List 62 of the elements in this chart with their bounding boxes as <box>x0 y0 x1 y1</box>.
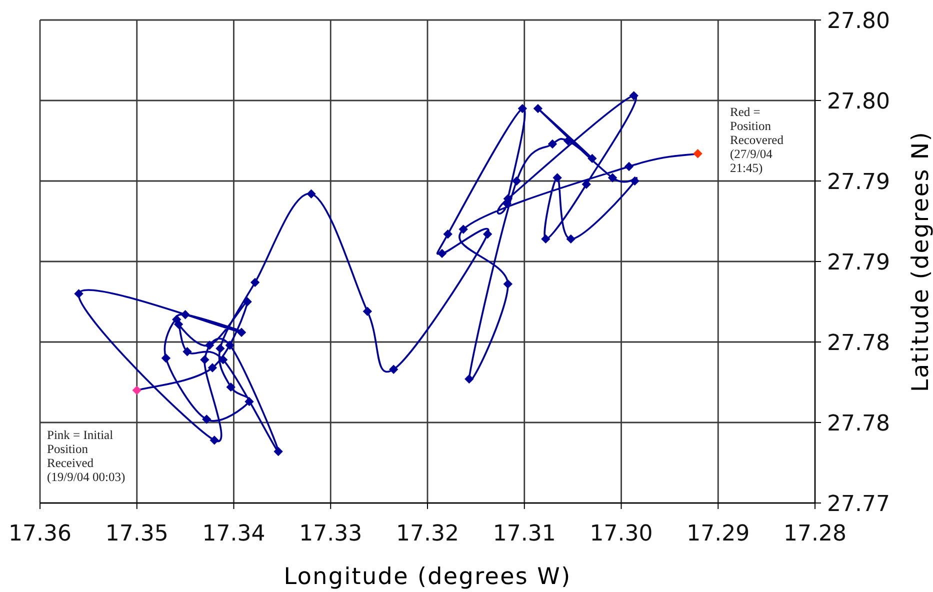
point <box>608 173 618 182</box>
point <box>216 344 225 354</box>
point <box>226 382 236 392</box>
annotation: Pink = Initial Position Received (19/9/04 00:03) <box>47 428 126 484</box>
x-axis-title: Longitude (degrees W) <box>284 564 572 590</box>
y-tick-label: 27.79 <box>827 250 890 276</box>
point <box>629 91 638 100</box>
point <box>588 154 597 164</box>
point <box>464 374 474 384</box>
x-tick-label: 17.31 <box>492 522 556 547</box>
point <box>482 230 492 239</box>
point <box>182 347 192 356</box>
y-tick-label: 27.79 <box>827 170 890 195</box>
point <box>512 176 522 186</box>
x-tick-label: 17.35 <box>105 522 168 547</box>
x-tick-label: 17.30 <box>590 522 653 547</box>
point <box>566 234 576 244</box>
point <box>388 364 398 374</box>
point <box>204 340 214 350</box>
y-tick-label: 27.78 <box>827 330 890 356</box>
point <box>503 279 513 289</box>
point <box>693 149 702 158</box>
point <box>582 180 591 189</box>
x-tick-label: 17.32 <box>396 522 459 547</box>
point <box>242 297 252 306</box>
point <box>548 139 558 149</box>
x-tick-label: 17.33 <box>299 522 362 547</box>
point <box>533 104 543 114</box>
point <box>172 314 182 324</box>
point <box>624 162 634 172</box>
point <box>225 340 234 350</box>
point <box>630 176 640 186</box>
point <box>306 189 316 198</box>
point <box>180 310 190 320</box>
x-tick-label: 17.34 <box>202 522 266 547</box>
y-tick-label: 27.78 <box>827 411 890 436</box>
x-tick-label: 17.29 <box>686 522 750 547</box>
point <box>362 306 372 316</box>
point <box>208 363 218 372</box>
point <box>161 354 171 363</box>
point <box>518 104 528 114</box>
point <box>236 328 246 337</box>
y-tick-label: 27.80 <box>827 89 890 114</box>
point <box>437 248 447 258</box>
point <box>74 289 84 298</box>
point <box>552 173 562 182</box>
point <box>132 386 142 395</box>
y-axis-title: Latitude (degrees N) <box>908 130 933 392</box>
point <box>458 224 468 234</box>
point <box>202 414 212 424</box>
point <box>200 355 210 364</box>
point <box>244 396 254 406</box>
point <box>250 278 260 288</box>
annotation: Red = Position Recovered (27/9/04 21:45) <box>730 105 784 175</box>
x-tick-label: 17.28 <box>784 522 846 547</box>
y-tick-label: 27.80 <box>827 8 890 34</box>
point <box>210 436 219 445</box>
point <box>443 230 452 239</box>
x-tick-label: 17.36 <box>8 522 72 547</box>
point <box>274 446 283 456</box>
y-tick-label: 27.77 <box>827 492 890 517</box>
point <box>541 234 550 244</box>
